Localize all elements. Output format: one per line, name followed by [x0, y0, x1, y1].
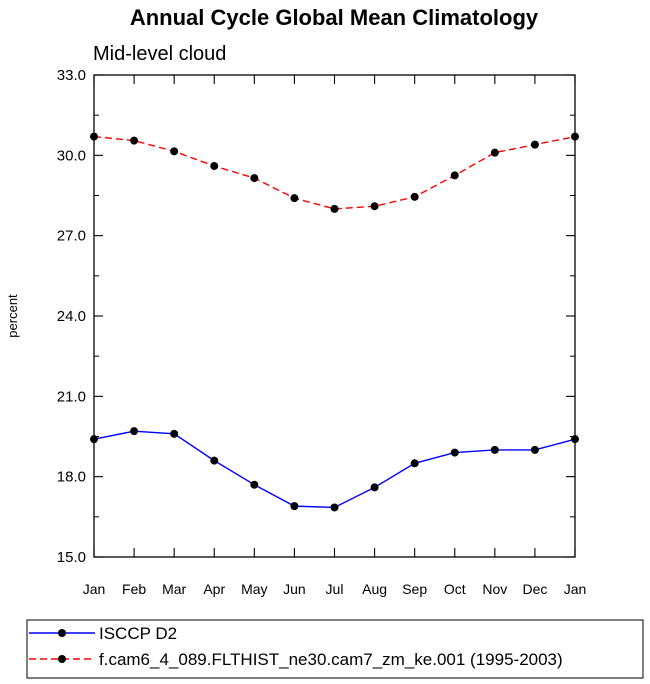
data-point: [210, 162, 219, 171]
y-tick-label: 21.0: [57, 388, 86, 405]
data-point: [90, 435, 98, 444]
legend-label-1: ISCCP D2: [99, 624, 177, 643]
series-layer: [90, 132, 579, 512]
x-tick-label: Sep: [402, 581, 427, 597]
data-point: [530, 445, 539, 454]
x-tick-label: Mar: [162, 581, 186, 597]
plot-frame: [93, 74, 576, 558]
x-tick-label: Apr: [203, 581, 225, 597]
chart-title: Annual Cycle Global Mean Climatology: [130, 5, 539, 30]
data-point: [130, 427, 139, 436]
y-tick-label: 15.0: [57, 549, 86, 566]
x-tick-label: Aug: [362, 581, 387, 597]
y-tick-label: 27.0: [57, 228, 86, 245]
y-axis-label: percent: [5, 294, 20, 338]
data-point: [450, 171, 459, 180]
data-point: [410, 459, 419, 468]
data-point: [490, 445, 499, 454]
legend-marker-2: [58, 655, 66, 663]
x-tick-label: Dec: [522, 581, 547, 597]
series-line-2: [93, 135, 576, 210]
data-point: [571, 132, 579, 141]
data-point: [450, 448, 459, 457]
x-tick-label: Jun: [283, 581, 306, 597]
data-point: [210, 456, 219, 465]
series-line-1: [93, 430, 576, 509]
data-point: [571, 435, 579, 444]
x-tick-label: Jul: [326, 581, 344, 597]
data-point: [90, 132, 98, 141]
x-tick-labels: Jan Feb Mar Apr May Jun Jul Aug Sep Oct Nov Dec Jan: [83, 581, 587, 597]
y-tick-label: 24.0: [57, 308, 86, 325]
data-point: [330, 204, 339, 213]
data-point: [330, 503, 339, 512]
x-tick-label: May: [241, 581, 267, 597]
y-tick-label: 30.0: [57, 147, 86, 164]
data-point: [370, 483, 379, 492]
data-point: [170, 147, 179, 156]
y-tick-label: 18.0: [57, 469, 86, 486]
data-point: [530, 140, 539, 149]
data-point: [250, 480, 259, 489]
y-tick-labels: 15.0 18.0 21.0 24.0 27.0 30.0 33.0: [57, 67, 86, 566]
data-point: [410, 192, 419, 201]
x-tick-label: Feb: [122, 581, 146, 597]
x-tick-label: Jan: [564, 581, 587, 597]
data-point: [370, 202, 379, 211]
y-tick-label: 33.0: [57, 67, 86, 84]
data-point: [290, 502, 299, 511]
data-point: [290, 194, 299, 203]
x-tick-label: Nov: [482, 581, 507, 597]
x-tick-label: Jan: [83, 581, 106, 597]
legend-frame: [26, 619, 644, 679]
data-point: [250, 174, 259, 183]
legend-label-2: f.cam6_4_089.FLTHIST_ne30.cam7_zm_ke.001…: [99, 650, 563, 669]
x-tick-label: Oct: [444, 581, 466, 597]
data-point: [130, 136, 139, 145]
chart-subtitle: Mid-level cloud: [93, 43, 226, 65]
legend-marker-1: [58, 629, 66, 637]
legend: ISCCP D2 f.cam6_4_089.FLTHIST_ne30.cam7_z…: [29, 624, 563, 669]
axis-ticks: [93, 74, 576, 558]
data-point: [490, 148, 499, 157]
data-point: [170, 429, 179, 438]
